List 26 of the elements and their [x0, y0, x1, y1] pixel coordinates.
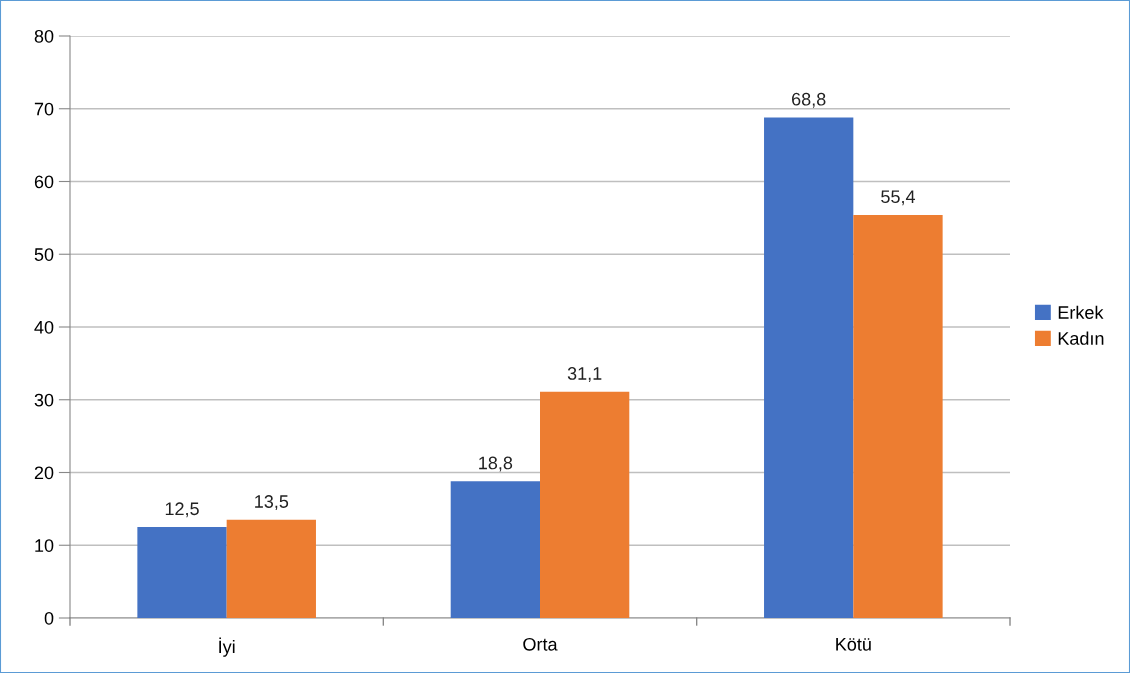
y-tick-label: 10 — [35, 539, 54, 552]
y-tick-label: 60 — [34, 175, 54, 189]
y-tick-label: 70 — [34, 102, 54, 116]
y-tick-label: 80 — [34, 29, 54, 43]
data-label: 12,5 — [165, 502, 199, 518]
data-label: 68,8 — [792, 92, 826, 108]
bar — [540, 391, 630, 618]
legend-label: Erkek — [1058, 305, 1104, 319]
y-tick-label: 20 — [34, 466, 54, 480]
legend-label: Kadın — [1058, 331, 1104, 345]
data-label: 55,4 — [881, 190, 916, 206]
y-tick-label: 30 — [34, 393, 54, 407]
bar — [137, 527, 227, 618]
y-tick-label: 50 — [34, 248, 54, 261]
y-tick-label: 0 — [44, 611, 54, 625]
data-label: 18,8 — [479, 456, 513, 472]
x-tick-label: Orta — [523, 637, 558, 651]
x-tick-label: Kötü — [836, 638, 871, 651]
bar — [226, 519, 316, 618]
data-label: 31,1 — [567, 367, 602, 382]
bar — [450, 481, 540, 618]
bar — [853, 214, 943, 618]
x-tick-label: İyi — [219, 637, 235, 657]
bar — [764, 117, 854, 618]
y-tick-label: 40 — [34, 320, 54, 334]
data-label: 13,5 — [255, 495, 289, 511]
